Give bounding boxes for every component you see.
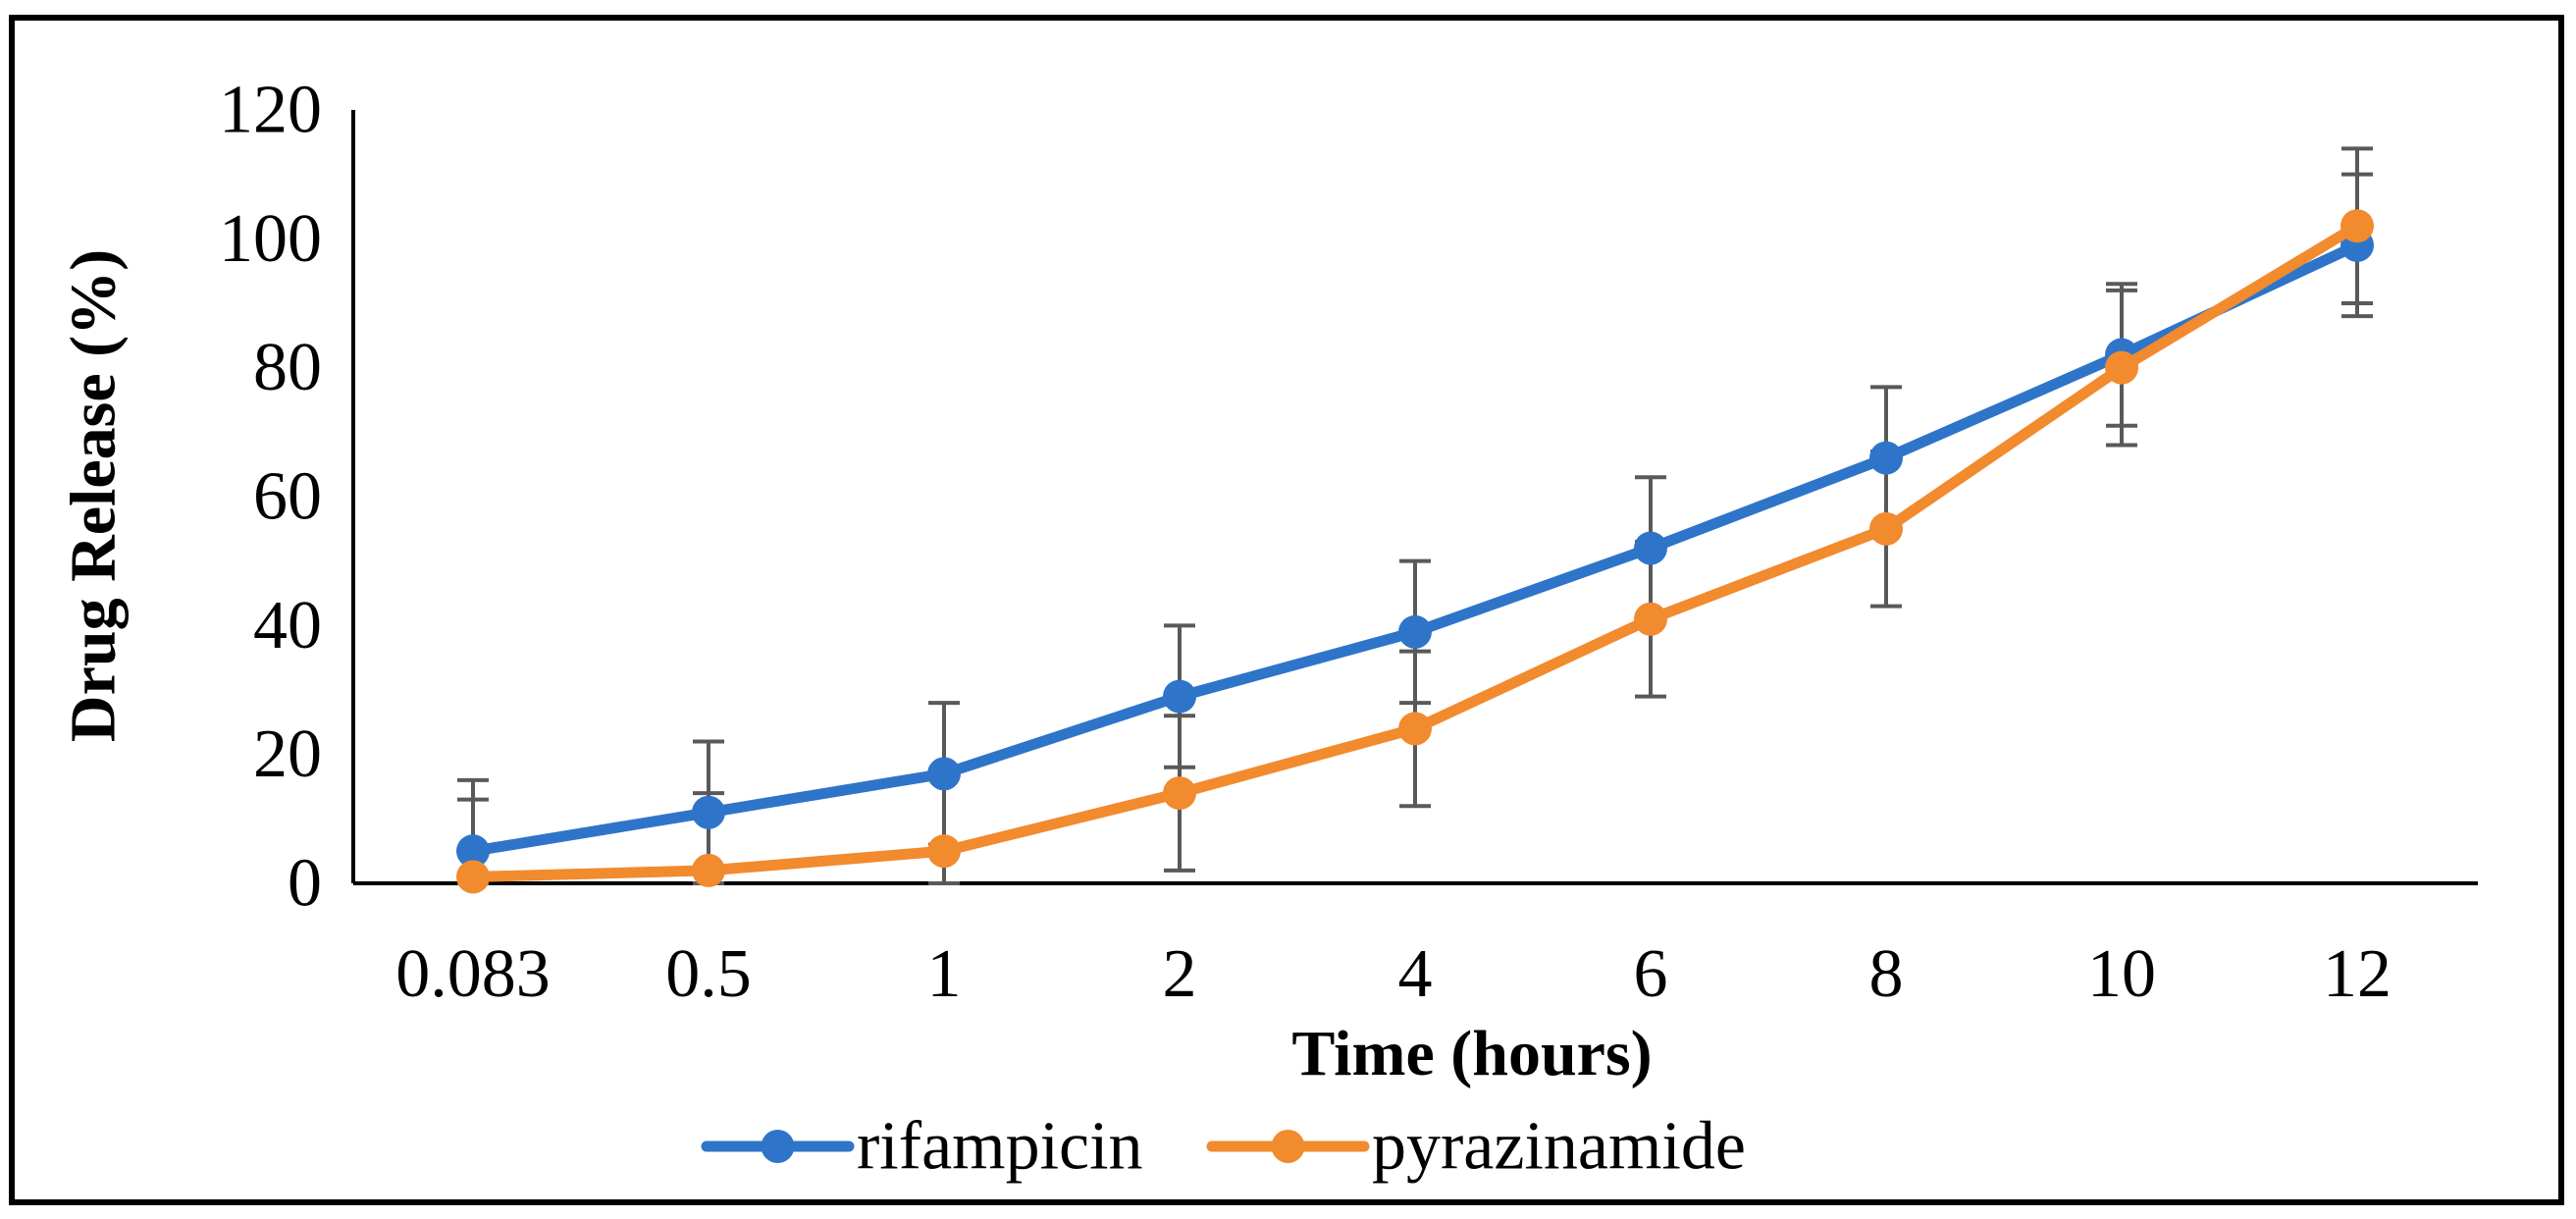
- legend-label: rifampicin: [857, 1109, 1143, 1185]
- x-tick-label: 8: [1869, 936, 1904, 1012]
- y-tick-label: 120: [219, 73, 322, 148]
- y-tick-label: 40: [253, 588, 322, 663]
- chart-frame: [9, 15, 2564, 1205]
- data-point: [1634, 602, 1667, 636]
- series-pyrazinamide: [456, 209, 2374, 894]
- y-axis-tick-labels: 0 20 40 60 80 100 120: [219, 73, 322, 922]
- data-point: [2340, 209, 2374, 243]
- x-tick-label: 12: [2323, 936, 2392, 1012]
- data-point: [1398, 712, 1432, 746]
- data-point: [1163, 776, 1196, 811]
- x-axis-tick-labels: 0.083 0.5 1 2 4 6 8 10 12: [395, 936, 2392, 1012]
- legend-entry: rifampicin: [701, 1109, 1143, 1185]
- x-tick-label: 0.5: [665, 936, 752, 1012]
- legend-marker: [761, 1130, 795, 1163]
- y-tick-label: 80: [253, 330, 322, 405]
- error-bars: [457, 146, 2373, 885]
- x-axis-title: Time (hours): [1291, 1018, 1652, 1089]
- y-tick-label: 20: [253, 716, 322, 792]
- data-point: [1869, 441, 1903, 475]
- data-point: [692, 795, 725, 829]
- data-point: [456, 860, 490, 894]
- legend-marker: [1271, 1130, 1305, 1163]
- x-tick-label: 0.083: [395, 936, 551, 1012]
- series-layer: [456, 209, 2374, 894]
- data-point: [1163, 679, 1196, 714]
- y-tick-label: 0: [288, 846, 322, 922]
- data-point: [1398, 614, 1432, 649]
- data-point: [692, 853, 725, 887]
- x-tick-label: 6: [1634, 936, 1668, 1012]
- x-tick-label: 1: [927, 936, 962, 1012]
- x-tick-label: 10: [2087, 936, 2156, 1012]
- legend-entry: pyrazinamide: [1206, 1109, 1746, 1185]
- y-tick-label: 100: [219, 201, 322, 277]
- legend: rifampicin pyrazinamide: [701, 1109, 1746, 1185]
- data-point: [1634, 531, 1667, 565]
- y-tick-label: 60: [253, 459, 322, 535]
- data-point: [2105, 350, 2138, 385]
- data-point: [1869, 511, 1903, 546]
- legend-label: pyrazinamide: [1372, 1109, 1746, 1185]
- x-tick-label: 4: [1398, 936, 1433, 1012]
- data-point: [927, 834, 961, 869]
- y-axis-title: Drug Release (%): [58, 249, 130, 742]
- data-point: [927, 757, 961, 791]
- x-tick-label: 2: [1163, 936, 1197, 1012]
- data-point: [456, 834, 490, 869]
